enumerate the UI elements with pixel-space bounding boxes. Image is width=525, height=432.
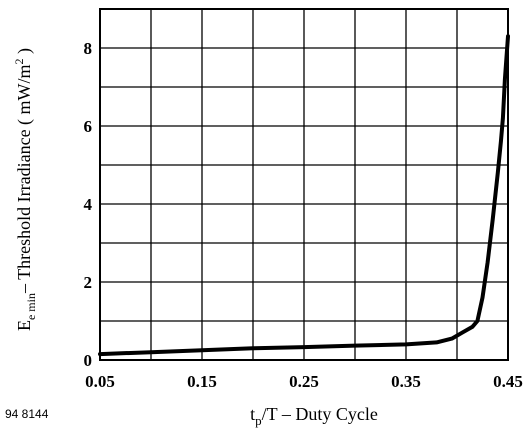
figure-id: 94 8144 <box>5 407 49 421</box>
y-tick-label: 4 <box>84 195 93 214</box>
x-tick-label: 0.05 <box>85 372 115 391</box>
grid <box>99 8 509 361</box>
x-tick-label: 0.35 <box>391 372 421 391</box>
y-axis-title: Ee min– Threshold Irradiance ( mW/m2 ) <box>12 48 38 331</box>
y-tick-label: 8 <box>84 39 93 58</box>
x-axis-title: tp/T – Duty Cycle <box>250 404 378 428</box>
x-tick-label: 0.45 <box>493 372 523 391</box>
y-tick-label: 2 <box>84 273 93 292</box>
y-axis-ticks: 0 2 4 6 8 <box>84 39 93 370</box>
y-tick-label: 0 <box>84 351 93 370</box>
x-tick-label: 0.15 <box>187 372 217 391</box>
x-axis-ticks: 0.05 0.15 0.25 0.35 0.45 <box>85 372 523 391</box>
plot-frame <box>99 8 509 361</box>
y-tick-label: 6 <box>84 117 93 136</box>
series-line-0 <box>98 34 510 357</box>
x-tick-label: 0.25 <box>289 372 319 391</box>
data-layer <box>98 34 510 357</box>
